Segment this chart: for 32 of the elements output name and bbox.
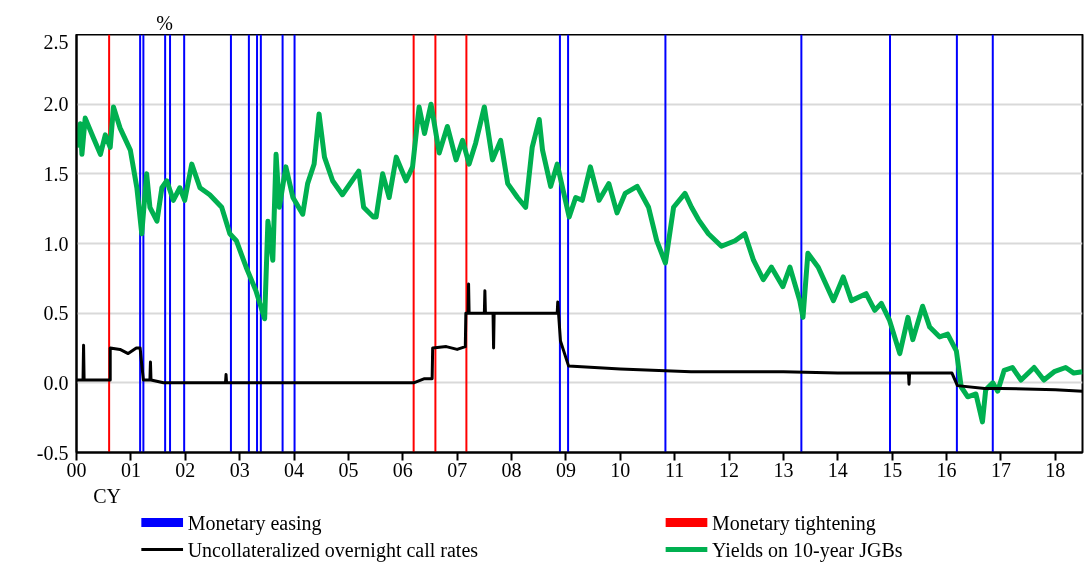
legend-label: Monetary easing bbox=[187, 511, 322, 535]
y-axis-title: % bbox=[156, 11, 173, 34]
y-tick-label: 2.5 bbox=[43, 30, 69, 53]
x-tick-label: 01 bbox=[120, 458, 141, 481]
x-tick-label: 05 bbox=[338, 458, 359, 481]
x-tick-label: 07 bbox=[447, 458, 468, 481]
x-tick-label: 16 bbox=[936, 458, 957, 481]
x-tick-label: 13 bbox=[773, 458, 794, 481]
x-tick-label: 18 bbox=[1045, 458, 1066, 481]
x-tick-label: 00 bbox=[66, 458, 87, 481]
y-tick-label: 1.0 bbox=[43, 232, 69, 255]
x-tick-label: 14 bbox=[827, 458, 848, 481]
x-tick-label: 02 bbox=[175, 458, 196, 481]
legend-label: Monetary tightening bbox=[711, 511, 876, 535]
x-tick-label: 08 bbox=[501, 458, 522, 481]
x-tick-label: 10 bbox=[610, 458, 631, 481]
x-tick-label: 03 bbox=[229, 458, 250, 481]
legend-label: Yields on 10-year JGBs bbox=[711, 538, 903, 562]
y-tick-label: 0.5 bbox=[43, 302, 69, 325]
legend-label: Uncollateralized overnight call rates bbox=[187, 538, 479, 562]
x-tick-label: 15 bbox=[882, 458, 903, 481]
y-tick-label: 1.5 bbox=[43, 162, 69, 185]
x-tick-label: 12 bbox=[719, 458, 740, 481]
x-tick-label: 06 bbox=[392, 458, 413, 481]
y-tick-label: -0.5 bbox=[36, 441, 69, 464]
x-axis-title: CY bbox=[93, 484, 121, 507]
y-tick-label: 2.0 bbox=[43, 93, 69, 116]
y-tick-label: 0.0 bbox=[43, 371, 69, 394]
x-tick-label: 17 bbox=[990, 458, 1011, 481]
x-tick-label: 11 bbox=[665, 458, 685, 481]
x-tick-label: 09 bbox=[555, 458, 576, 481]
x-tick-label: 04 bbox=[284, 458, 305, 481]
